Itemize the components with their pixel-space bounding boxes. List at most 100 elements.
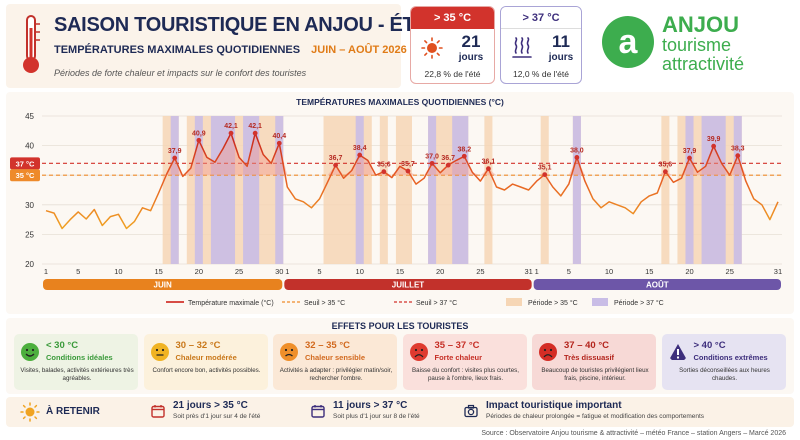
page-subtitle: TEMPÉRATURES MAXIMALES QUOTIDIENNES JUIN… xyxy=(54,44,407,56)
data-label: 36,7 xyxy=(441,155,455,162)
thermometer-icon xyxy=(23,15,40,73)
month-label: AOÛT xyxy=(646,281,669,290)
y-tick-label: 30 xyxy=(25,201,34,210)
effect-description: Sorties déconseillées aux heures chaudes… xyxy=(679,367,770,382)
kpi-value: 11 xyxy=(552,32,570,51)
x-tick-label: 25 xyxy=(235,267,243,276)
period-35-band xyxy=(379,116,388,264)
angry-face-icon xyxy=(539,343,557,361)
sun-icon xyxy=(20,402,40,422)
data-point xyxy=(196,137,202,143)
effect-range: 30 – 32 °C xyxy=(175,340,221,351)
logo-line-3: attractivité xyxy=(662,54,745,74)
legend-label: Seuil > 37 °C xyxy=(416,299,457,307)
effect-description: Beaucoup de touristes privilégient lieux… xyxy=(541,367,649,382)
x-tick-label: 20 xyxy=(436,267,444,276)
effect-description: Visites, balades, activités extérieures … xyxy=(20,367,134,382)
subtitle-text: TEMPÉRATURES MAXIMALES QUOTIDIENNES xyxy=(54,44,301,56)
x-tick-label: 20 xyxy=(195,267,203,276)
retain-title: À RETENIR xyxy=(46,406,100,417)
threshold-label: 35 °C xyxy=(16,171,35,180)
x-tick-label: 15 xyxy=(154,267,162,276)
effect-category: Très dissuasif xyxy=(564,353,615,362)
period-37-band xyxy=(243,116,260,264)
x-tick-label: 31 xyxy=(524,267,532,276)
retain-heading: 11 jours > 37 °C xyxy=(333,400,408,411)
legend-label: Période > 37 °C xyxy=(614,299,664,307)
data-label: 37,9 xyxy=(168,148,182,155)
source-note: Source : Observatoire Anjou tourisme & a… xyxy=(481,430,786,437)
period-35-band xyxy=(323,116,372,264)
period-37-band xyxy=(733,116,742,264)
data-label: 42,1 xyxy=(224,123,238,130)
data-label: 39,9 xyxy=(707,136,721,143)
legend-label: Période > 35 °C xyxy=(528,299,578,307)
retain-sub: Soit plus d'1 jour sur 8 de l'été xyxy=(333,413,420,420)
period-37-band xyxy=(194,116,203,264)
data-label: 38,0 xyxy=(570,147,584,154)
data-label: 36,1 xyxy=(482,159,496,166)
y-tick-label: 40 xyxy=(25,142,34,151)
temperature-line xyxy=(45,132,779,230)
chart-panel: TEMPÉRATURES MAXIMALES QUOTIDIENNES (°C)… xyxy=(6,92,794,314)
y-tick-label: 20 xyxy=(25,260,34,269)
effect-category: Conditions idéales xyxy=(46,353,113,362)
x-tick-label: 5 xyxy=(567,267,571,276)
x-tick-label: 10 xyxy=(356,267,364,276)
temperature-chart: TEMPÉRATURES MAXIMALES QUOTIDIENNES (°C)… xyxy=(10,97,782,307)
worried-face-icon xyxy=(280,343,298,361)
warning-icon xyxy=(668,344,687,360)
effect-card: < 30 °C Conditions idéales Visites, balade… xyxy=(14,334,138,390)
logo-circle xyxy=(602,16,654,68)
kpi-unit: jours xyxy=(548,52,574,63)
header-panel: SAISON TOURISTIQUE EN ANJOU - ÉTÉ 2026 T… xyxy=(6,4,476,88)
kpi-share: 22,8 % de l'été xyxy=(424,69,481,79)
legend-label: Seuil > 35 °C xyxy=(304,299,345,307)
period-37-band xyxy=(428,116,437,264)
x-tick-label: 25 xyxy=(726,267,734,276)
data-point xyxy=(429,160,435,166)
effect-category: Chaleur sensible xyxy=(305,353,366,362)
x-tick-label: 1 xyxy=(535,267,539,276)
calendar-icon xyxy=(311,405,325,418)
legend-label: Température maximale (°C) xyxy=(188,299,274,307)
data-label: 40,9 xyxy=(192,130,206,137)
period-37-band xyxy=(572,116,581,264)
x-tick-label: 15 xyxy=(645,267,653,276)
legend-swatch xyxy=(506,298,522,306)
heat-area xyxy=(42,133,782,176)
camera-icon xyxy=(464,404,478,418)
kpi-card-37: > 37 °C 11 jours 12,0 % de l'été xyxy=(500,6,582,84)
x-tick-label: 10 xyxy=(605,267,613,276)
kpi-threshold: > 35 °C xyxy=(411,7,494,29)
period-35-band xyxy=(395,116,412,264)
period-37-band xyxy=(210,116,236,264)
kpi-share: 12,0 % de l'été xyxy=(513,69,569,79)
page-caption: Périodes de forte chaleur et impacts sur… xyxy=(54,68,307,78)
legend-swatch xyxy=(592,298,608,306)
kpi-value: 21 xyxy=(461,32,481,51)
period-35-band xyxy=(186,116,284,264)
period-35-band xyxy=(540,116,549,264)
retain-sub: Périodes de chaleur prolongée = fatigue … xyxy=(486,413,705,420)
effects-panel: EFFETS POUR LES TOURISTES < 30 °C Conditi… xyxy=(6,318,794,394)
chart-title: TEMPÉRATURES MAXIMALES QUOTIDIENNES (°C) xyxy=(296,97,504,107)
period-37-band xyxy=(355,116,364,264)
x-tick-label: 15 xyxy=(396,267,404,276)
x-tick-label: 10 xyxy=(114,267,122,276)
retain-heading: Impact touristique important xyxy=(486,400,622,411)
threshold-label: 37 °C xyxy=(16,159,35,168)
neutral-face-icon xyxy=(150,343,169,361)
data-point xyxy=(252,130,258,136)
data-point xyxy=(486,166,491,172)
data-label: 42,1 xyxy=(248,123,262,130)
effect-description: Baisse du confort : visites plus courtes… xyxy=(412,367,519,382)
effect-range: 32 – 35 °C xyxy=(305,340,350,351)
effect-range: 37 – 40 °C xyxy=(564,340,609,351)
effect-range: 35 – 37 °C xyxy=(434,340,480,351)
data-label: 40,4 xyxy=(272,133,286,140)
period-35-band xyxy=(661,116,670,264)
retain-sub: Soit près d'1 jour sur 4 de l'été xyxy=(173,413,261,420)
effect-category: Chaleur modérée xyxy=(175,353,237,362)
